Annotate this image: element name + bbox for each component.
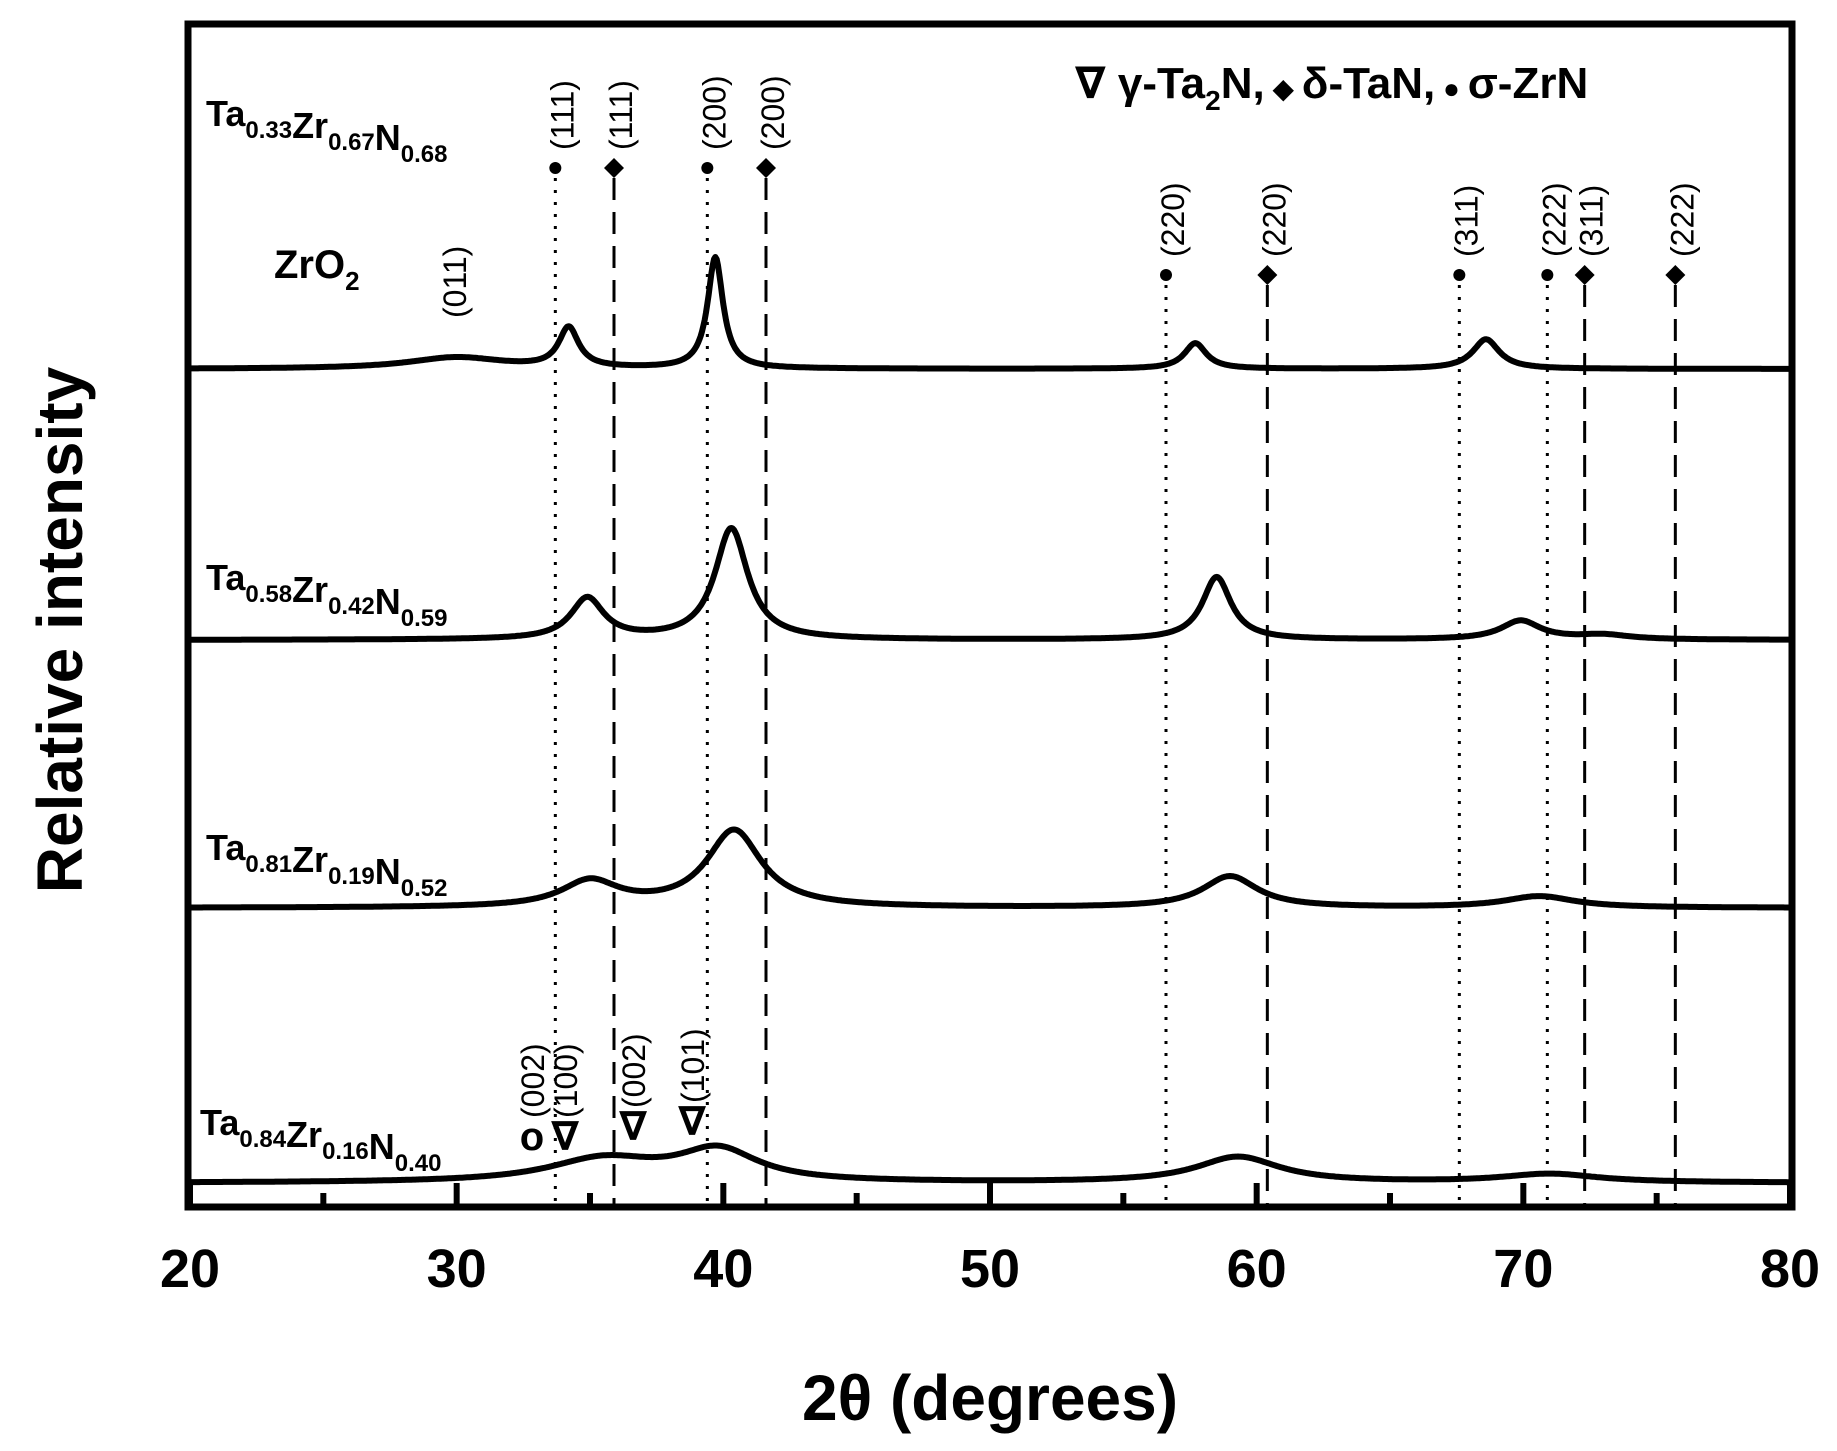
reference-lines xyxy=(553,178,1677,1205)
series-label-3: Ta0.84Zr0.16N0.40 xyxy=(200,1102,442,1177)
series-label-subscript: 0.81 xyxy=(245,851,292,878)
series-label-subscript: 0.68 xyxy=(401,141,448,168)
series-label-subscript: 0.59 xyxy=(401,605,448,632)
extra-annotations: ZrO2 (011)o(002)∇(100)∇(002)∇(101) xyxy=(274,243,711,1159)
legend-text: ∇ γ-Ta2N, ◆ δ-TaN, ● σ-ZrN xyxy=(1075,59,1588,116)
x-tick-label-80: 80 xyxy=(1760,1239,1820,1299)
hkl-label-4: (220) xyxy=(1155,182,1191,257)
zrn-marker-6 xyxy=(1453,269,1466,281)
ta2n-marker-3: ∇ xyxy=(678,1100,706,1144)
series-labels: Ta0.33Zr0.67N0.68Ta0.58Zr0.42N0.59Ta0.81… xyxy=(200,93,448,1177)
tan-marker-1 xyxy=(604,158,624,178)
hkl-label-8: (311) xyxy=(1574,185,1610,257)
legend-label-2: σ-ZrN xyxy=(1468,59,1589,108)
hkl-label-6: (311) xyxy=(1448,185,1484,257)
legend: ∇ γ-Ta2N, ◆ δ-TaN, ● σ-ZrN xyxy=(1075,59,1588,116)
plot-frame xyxy=(184,20,1796,1211)
series-label-subscript: 0.52 xyxy=(401,875,448,902)
hkl-label-7: (222) xyxy=(1536,182,1572,257)
x-tick-label-60: 60 xyxy=(1227,1239,1287,1299)
hkl-label-0: (111) xyxy=(544,80,580,150)
series-label-subscript: 0.33 xyxy=(245,117,292,144)
hkl-label-2: (200) xyxy=(696,75,732,150)
zrn-marker-7 xyxy=(1541,269,1554,281)
x-tick-label-30: 30 xyxy=(427,1239,487,1299)
zro2-hkl: (011) xyxy=(437,246,473,318)
ta2n-hkl-0: (002) xyxy=(515,1043,551,1118)
tan-marker-5 xyxy=(1257,265,1278,285)
ta2n-marker-0: o xyxy=(520,1115,544,1159)
legend-symbol-2: ● xyxy=(1435,73,1467,104)
series-label-element: Ta xyxy=(200,1102,240,1143)
hkl-label-3: (200) xyxy=(755,75,791,150)
hkl-label-9: (222) xyxy=(1664,182,1700,257)
series-label-subscript: 0.19 xyxy=(328,863,375,890)
x-tick-label-20: 20 xyxy=(160,1239,220,1299)
series-label-element: Zr xyxy=(292,569,328,610)
series-line-3 xyxy=(188,1142,1792,1186)
series-label-element: N xyxy=(375,581,401,622)
series-label-element: Ta xyxy=(206,557,246,598)
series-label-element: Zr xyxy=(292,105,328,146)
ta2n-marker-2: ∇ xyxy=(619,1105,647,1149)
series-label-2: Ta0.81Zr0.19N0.52 xyxy=(206,827,448,902)
zro2-label: ZrO2 xyxy=(274,243,360,296)
series-label-subscript: 0.40 xyxy=(395,1150,442,1177)
series-label-0: Ta0.33Zr0.67N0.68 xyxy=(206,93,448,168)
series-label-element: Zr xyxy=(292,839,328,880)
ta2n-marker-1: ∇ xyxy=(551,1115,579,1159)
ta2n-hkl-1: (100) xyxy=(548,1043,584,1118)
series-label-element: N xyxy=(375,851,401,892)
zrn-marker-0 xyxy=(549,162,562,174)
series-label-element: N xyxy=(375,117,401,158)
tan-marker-8 xyxy=(1574,265,1595,285)
series-line-0 xyxy=(188,254,1792,372)
x-tick-label-40: 40 xyxy=(693,1239,753,1299)
series-label-subscript: 0.67 xyxy=(328,129,375,156)
series-label-element: Ta xyxy=(206,93,246,134)
legend-subscript-0: 2 xyxy=(1205,85,1221,116)
series-label-subscript: 0.58 xyxy=(245,581,292,608)
series-line-2 xyxy=(188,826,1792,911)
series-label-subscript: 0.84 xyxy=(239,1126,286,1153)
x-tick-label-50: 50 xyxy=(960,1239,1020,1299)
legend-label-0: γ-Ta xyxy=(1118,59,1206,108)
zrn-marker-2 xyxy=(701,162,714,174)
legend-label-1: δ-TaN, xyxy=(1302,59,1435,108)
zrn-marker-4 xyxy=(1160,269,1172,281)
ta2n-hkl-2: (002) xyxy=(616,1033,652,1108)
legend-label-rest-0: N, xyxy=(1221,59,1265,108)
series-label-element: N xyxy=(369,1126,395,1167)
y-axis-title: Relative intensity xyxy=(24,366,96,893)
reference-annotations: (111) (111) (200) (200)(220) (220) (311) (222)… xyxy=(544,75,1700,285)
series-label-subscript: 0.16 xyxy=(322,1138,369,1165)
x-axis-ticks xyxy=(187,1183,1793,1205)
series-label-1: Ta0.58Zr0.42N0.59 xyxy=(206,557,448,632)
data-series xyxy=(188,254,1792,1186)
series-label-element: Zr xyxy=(286,1114,322,1155)
hkl-label-5: (220) xyxy=(1256,182,1292,257)
tan-marker-3 xyxy=(756,158,776,178)
ta2n-hkl-3: (101) xyxy=(675,1028,711,1103)
x-axis-tick-labels: 20 30 40 50 60 70 80 xyxy=(160,1239,1820,1299)
tan-marker-9 xyxy=(1665,265,1686,285)
x-axis-title: 2θ (degrees) xyxy=(802,1362,1178,1434)
legend-symbol-0: ∇ xyxy=(1075,59,1118,108)
hkl-label-1: (111) xyxy=(603,80,639,150)
series-line-1 xyxy=(188,525,1792,643)
legend-symbol-1: ◆ xyxy=(1265,73,1302,104)
x-tick-label-70: 70 xyxy=(1493,1239,1553,1299)
series-label-subscript: 0.42 xyxy=(328,593,375,620)
series-label-element: Ta xyxy=(206,827,246,868)
